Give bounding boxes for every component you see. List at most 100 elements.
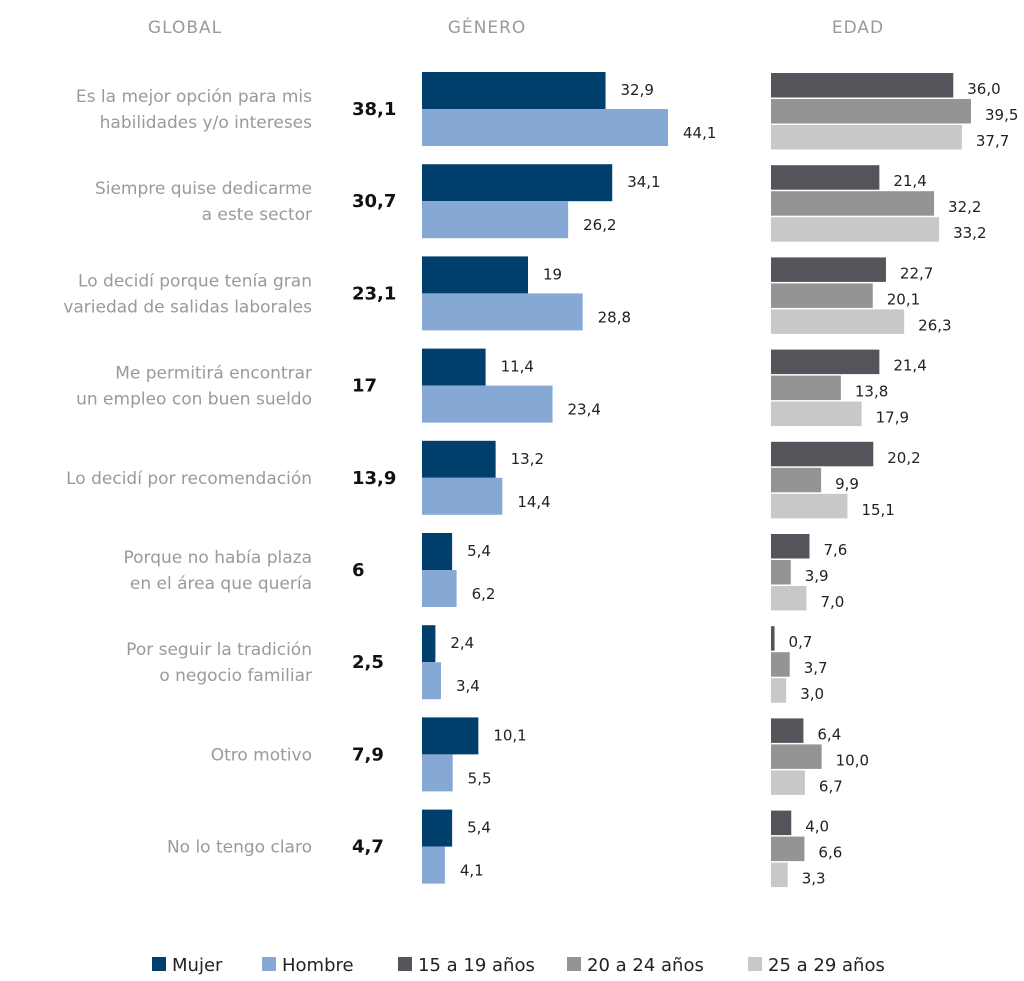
bar-age-2: [771, 560, 791, 585]
bar-age-2: [771, 836, 805, 862]
bar-hombre: [422, 754, 453, 792]
value-label-mujer: 19: [543, 265, 562, 283]
bar-age-2: [771, 467, 822, 493]
bar-mujer: [422, 809, 453, 847]
bar-age-1: [771, 257, 886, 282]
category-label: Porque no había plaza en el área que quer…: [123, 548, 312, 594]
value-label-age-3: 15,1: [861, 501, 894, 519]
bar-age-2: [771, 191, 935, 216]
bar-hombre: [422, 570, 457, 607]
bar-age-2: [771, 744, 822, 769]
category-label: No lo tengo claro: [167, 838, 312, 858]
category-label-line: No lo tengo claro: [167, 838, 312, 858]
bar-age-3: [771, 309, 905, 334]
bar-age-1: [771, 810, 792, 836]
bar-hombre: [422, 293, 583, 331]
value-label-mujer: 13,2: [511, 450, 544, 468]
category-label-line: Lo decidí por recomendación: [66, 469, 312, 489]
category-label: Lo decidí porque tenía gran variedad de s…: [63, 271, 312, 317]
category-label-line: Me permitirá encontrar: [115, 364, 312, 384]
row: Es la mejor opción para mis habilidades y…: [76, 72, 1018, 150]
value-label-hombre: 3,4: [456, 677, 480, 695]
value-label-age-3: 37,7: [976, 132, 1009, 150]
row: Lo decidí por recomendación 13,9 13,2 14,4 2…: [66, 440, 921, 519]
category-label-line: o negocio familiar: [159, 666, 312, 686]
value-label-age-3: 7,0: [820, 593, 844, 611]
bar-mujer: [422, 625, 436, 663]
bar-age-2: [771, 375, 841, 401]
value-label-hombre: 14,4: [517, 493, 550, 511]
row: Por seguir la tradición o negocio familia…: [126, 625, 828, 703]
category-label-line: variedad de salidas laborales: [63, 297, 312, 317]
value-label-age-2: 20,1: [887, 290, 920, 308]
value-label-age-2: 10,0: [836, 751, 869, 769]
value-label-age-3: 33,2: [953, 224, 986, 242]
bar-age-3: [771, 770, 805, 795]
bar-mujer: [422, 348, 486, 386]
value-label-age-2: 6,6: [818, 844, 842, 862]
value-label-age-2: 3,9: [805, 567, 829, 585]
value-label-age-1: 22,7: [900, 264, 933, 282]
bar-age-2: [771, 99, 971, 124]
category-label-line: Porque no había plaza: [123, 548, 312, 568]
legend-item: 25 a 29 años: [748, 955, 885, 976]
global-value: 38,1: [352, 99, 396, 120]
row: No lo tengo claro 4,7 5,4 4,1 4,0 6,6 3,3: [167, 809, 842, 888]
row: Porque no había plaza en el área que quer…: [123, 533, 847, 611]
legend-item: Hombre: [262, 955, 354, 976]
global-value: 13,9: [352, 468, 396, 489]
legend-item: 20 a 24 años: [567, 955, 704, 976]
bar-hombre: [422, 109, 668, 146]
row: Otro motivo 7,9 10,1 5,5 6,4 10,0 6,7: [211, 717, 869, 795]
bar-age-1: [771, 626, 775, 651]
legend-swatch: [567, 957, 581, 971]
category-label-line: a este sector: [202, 205, 312, 225]
legend-label: 25 a 29 años: [768, 955, 885, 976]
value-label-mujer: 34,1: [627, 173, 660, 191]
global-value: 2,5: [352, 652, 384, 673]
header-global: GLOBAL: [148, 18, 222, 38]
value-label-age-1: 36,0: [967, 80, 1000, 98]
value-label-mujer: 10,1: [493, 726, 526, 744]
bar-age-1: [771, 349, 880, 375]
value-label-hombre: 44,1: [683, 124, 716, 142]
bar-mujer: [422, 440, 496, 478]
global-value: 7,9: [352, 744, 384, 765]
value-label-mujer: 11,4: [501, 358, 534, 376]
value-label-age-1: 0,7: [789, 633, 813, 651]
category-label-line: habilidades y/o intereses: [100, 113, 312, 133]
category-label-line: en el área que quería: [130, 574, 312, 594]
value-label-age-1: 20,2: [887, 449, 920, 467]
bar-age-3: [771, 493, 848, 519]
value-label-hombre: 6,2: [472, 585, 496, 603]
bar-age-1: [771, 718, 804, 743]
category-label: Otro motivo: [211, 745, 312, 765]
global-value: 17: [352, 376, 377, 397]
bar-hombre: [422, 846, 445, 884]
value-label-age-3: 3,0: [800, 685, 824, 703]
header-edad: EDAD: [832, 18, 884, 38]
legend-label: 20 a 24 años: [587, 955, 704, 976]
category-label-line: Lo decidí porque tenía gran: [78, 271, 312, 291]
value-label-age-2: 13,8: [855, 383, 888, 401]
category-label: Lo decidí por recomendación: [66, 469, 312, 489]
global-value: 6: [352, 560, 365, 581]
value-label-age-3: 3,3: [802, 870, 826, 888]
bar-mujer: [422, 256, 528, 294]
value-label-hombre: 5,5: [468, 769, 492, 787]
legend-item: 15 a 19 años: [398, 955, 535, 976]
bar-mujer: [422, 717, 479, 755]
value-label-hombre: 23,4: [568, 401, 601, 419]
value-label-age-2: 3,7: [804, 659, 828, 677]
value-label-age-1: 21,4: [893, 357, 926, 375]
category-label: Es la mejor opción para mis habilidades y…: [76, 87, 312, 133]
header-genero: GÉNERO: [448, 16, 527, 38]
bar-age-1: [771, 165, 880, 190]
value-label-age-1: 21,4: [893, 172, 926, 190]
value-label-hombre: 4,1: [460, 862, 484, 880]
value-label-mujer: 5,4: [467, 819, 491, 837]
bar-age-3: [771, 401, 862, 427]
bar-age-3: [771, 862, 788, 888]
value-label-mujer: 32,9: [621, 81, 654, 99]
